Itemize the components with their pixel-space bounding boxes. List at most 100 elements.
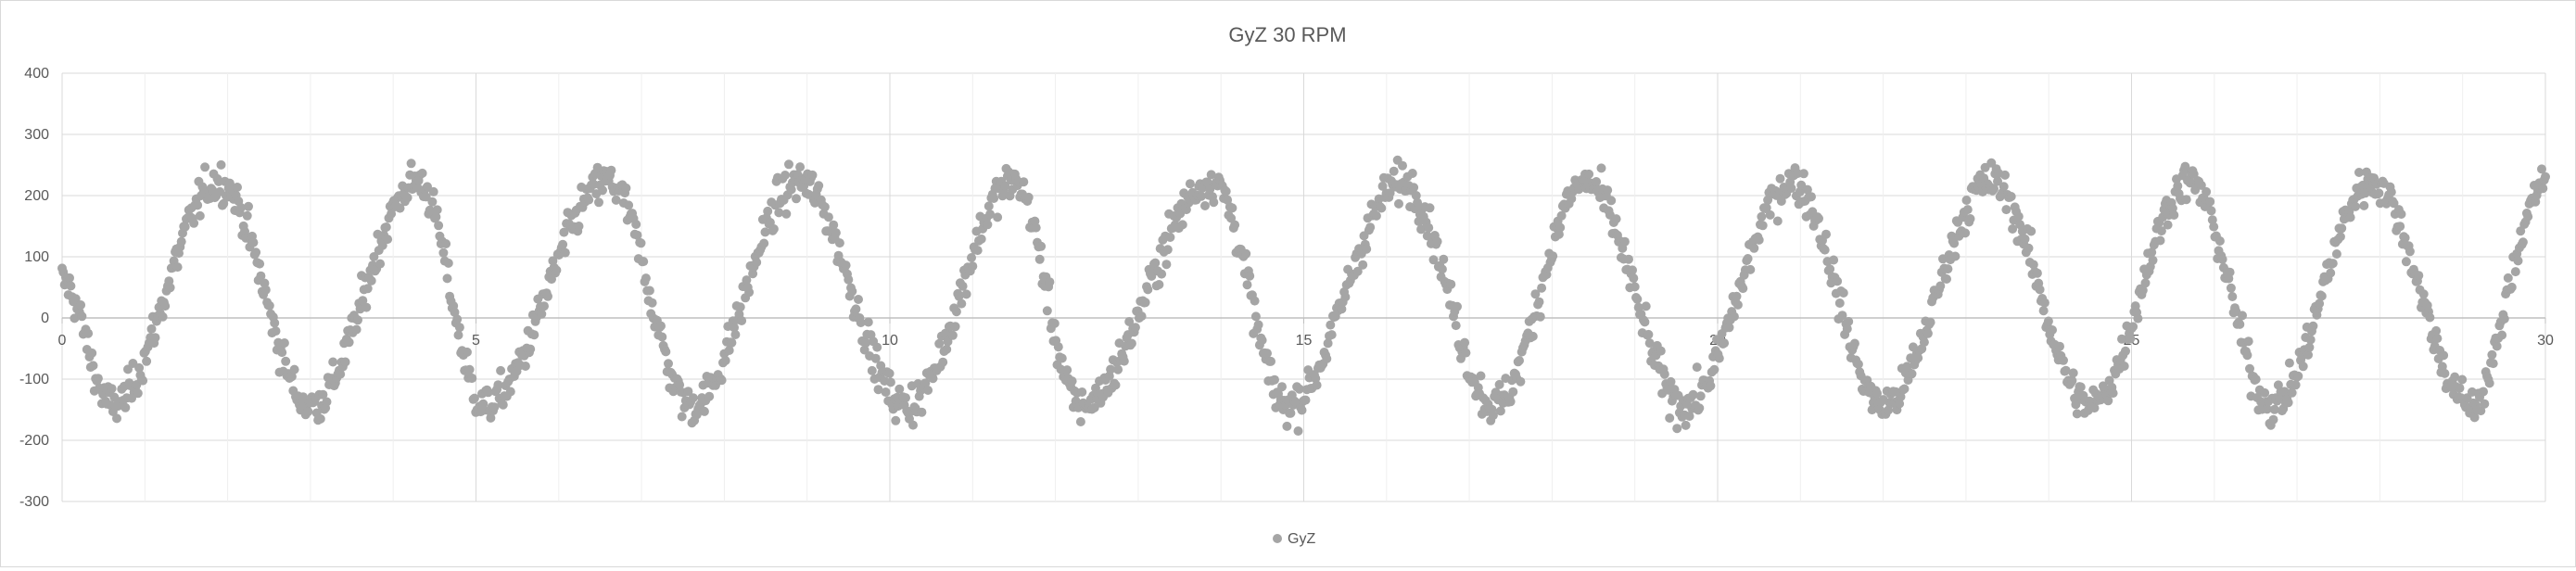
data-point (983, 201, 994, 211)
data-point (1999, 182, 2009, 192)
data-point (427, 197, 438, 207)
data-point (560, 247, 570, 258)
data-point (683, 387, 693, 397)
data-point (1719, 338, 1730, 349)
data-point (1177, 220, 1187, 230)
data-point (2510, 267, 2520, 277)
data-point (1286, 408, 1296, 418)
data-point (1899, 384, 1910, 394)
data-point (2337, 223, 2347, 234)
data-point (699, 406, 709, 416)
data-point (469, 393, 479, 403)
data-points (57, 155, 2550, 436)
data-point (814, 181, 824, 191)
data-point (957, 298, 967, 309)
data-point (958, 281, 968, 291)
data-point (1428, 255, 1439, 265)
data-point (2001, 205, 2011, 215)
data-point (1515, 356, 1524, 365)
data-point (2268, 414, 2278, 425)
data-point (972, 246, 983, 256)
data-point (277, 348, 287, 358)
data-point (1611, 214, 1621, 224)
data-point (1227, 203, 1237, 213)
data-point (1738, 284, 1748, 294)
data-point (318, 389, 328, 400)
data-point (200, 162, 210, 172)
data-point (594, 197, 603, 208)
data-point (366, 275, 376, 286)
data-point (780, 171, 790, 180)
data-point (1555, 222, 1566, 233)
data-point (76, 300, 86, 310)
data-point (1036, 241, 1047, 251)
data-point (2484, 378, 2494, 388)
data-point (2242, 350, 2252, 361)
data-point (1842, 324, 1852, 334)
data-point (66, 281, 76, 291)
data-point (856, 318, 866, 327)
data-point (1494, 379, 1504, 389)
data-point (1242, 280, 1252, 290)
data-point (2335, 232, 2345, 242)
data-point (950, 322, 960, 332)
data-point (428, 186, 438, 197)
data-point (1548, 251, 1558, 261)
data-point (1377, 181, 1388, 191)
data-point (2205, 197, 2215, 207)
data-point (863, 317, 873, 327)
data-point (742, 275, 752, 286)
y-tick-label: 0 (41, 311, 49, 326)
data-point (2075, 382, 2086, 392)
data-point (1067, 376, 1077, 387)
y-tick-label: 400 (24, 66, 49, 82)
y-tick-label: -100 (19, 372, 49, 387)
data-point (2202, 186, 2212, 197)
data-point (93, 374, 103, 384)
data-point (65, 273, 74, 283)
data-point (83, 328, 94, 338)
data-point (1624, 254, 1633, 264)
data-point (2374, 188, 2384, 198)
data-point (1394, 198, 1403, 209)
data-point (2418, 289, 2429, 299)
data-point (2414, 271, 2424, 281)
data-point (1282, 421, 1292, 431)
data-point (1907, 369, 1917, 379)
data-point (2506, 282, 2517, 292)
data-point (251, 247, 261, 258)
data-point (641, 273, 651, 284)
data-point (1925, 317, 1935, 327)
data-point (387, 209, 397, 219)
data-point (784, 159, 793, 170)
data-point (1709, 364, 1719, 374)
data-point (688, 393, 698, 403)
data-point (150, 333, 160, 343)
data-point (1398, 160, 1407, 171)
data-point (2207, 215, 2217, 225)
data-point (315, 413, 325, 424)
data-point (1119, 356, 1129, 366)
data-point (1257, 336, 1267, 345)
data-point (847, 286, 857, 297)
data-point (271, 326, 281, 336)
data-point (2026, 226, 2037, 236)
data-point (954, 291, 964, 301)
data-point (730, 323, 739, 333)
data-point (340, 357, 350, 367)
data-point (441, 239, 451, 248)
data-point (1534, 297, 1544, 307)
data-point (763, 206, 773, 216)
data-point (1516, 376, 1526, 387)
data-point (369, 252, 379, 261)
data-point (1057, 353, 1067, 363)
data-point (2523, 211, 2533, 222)
data-point (768, 224, 779, 234)
data-point (664, 359, 673, 369)
data-point (720, 356, 730, 365)
data-point (2121, 346, 2130, 356)
data-point (431, 212, 441, 222)
data-point (236, 203, 246, 212)
data-point (1814, 213, 1823, 223)
data-point (1962, 205, 1973, 215)
